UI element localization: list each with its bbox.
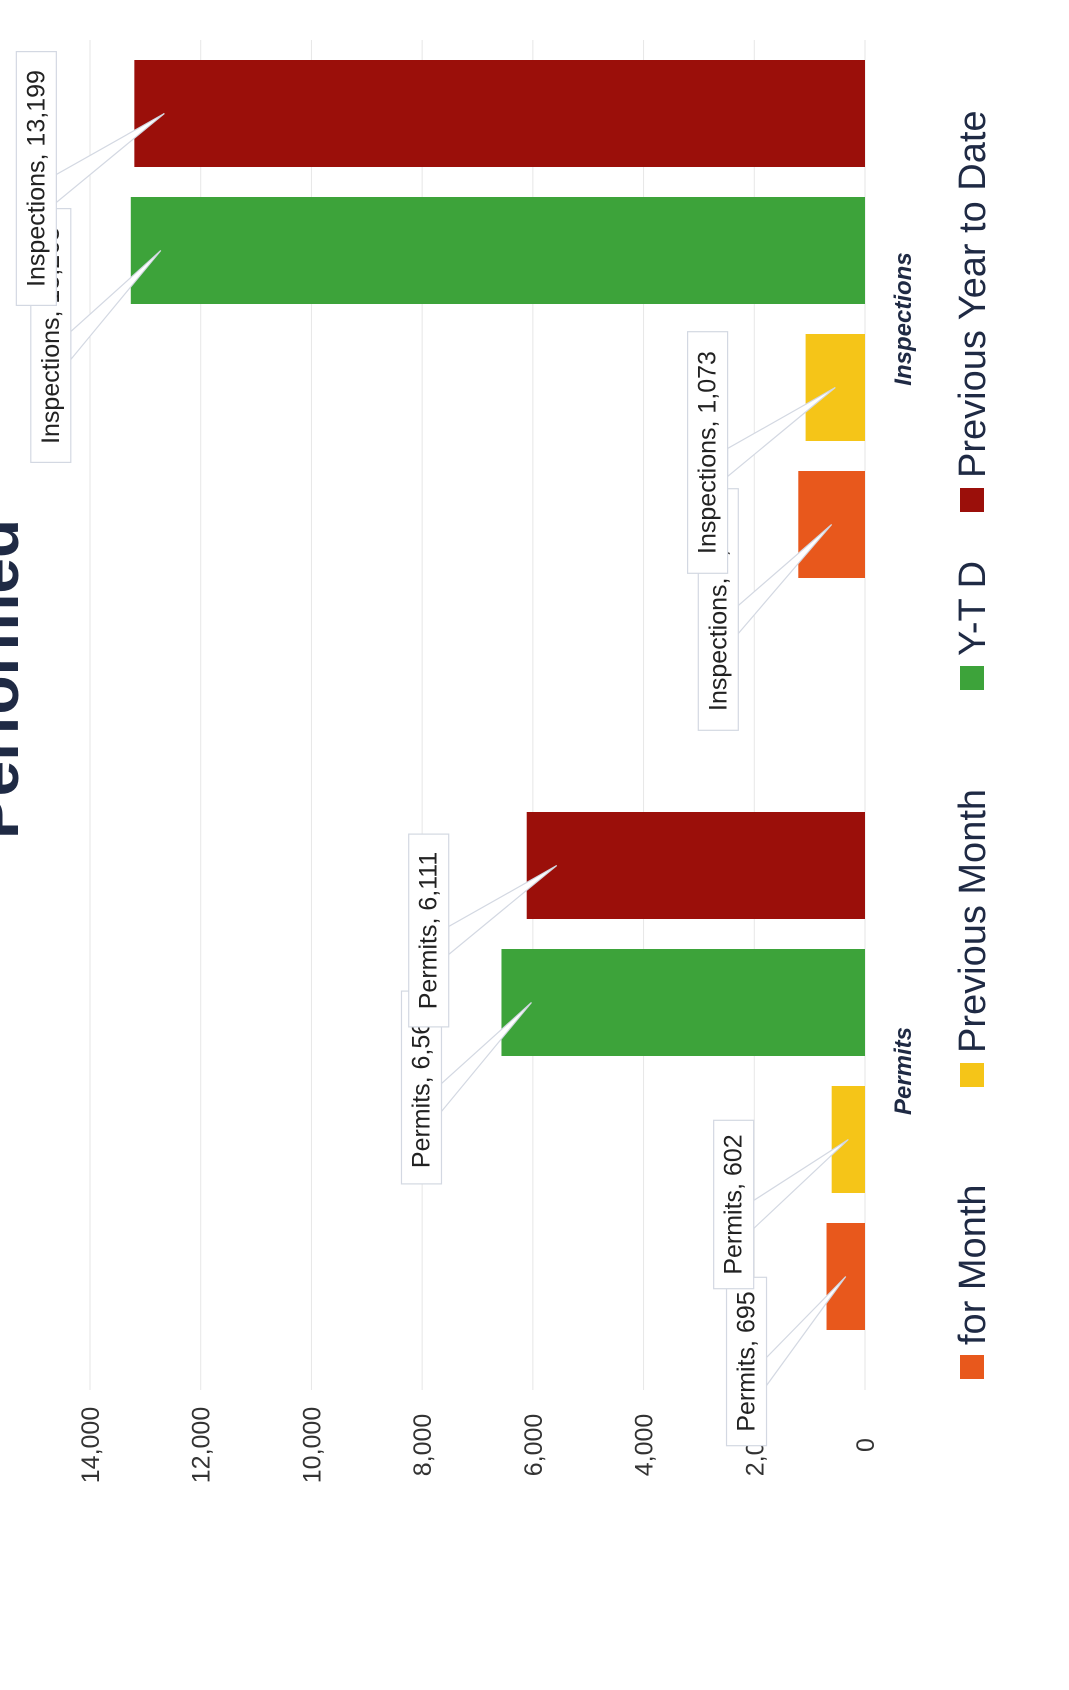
svg-text:Inspections, 1,073: Inspections, 1,073 (694, 351, 722, 554)
bar-previous-year-to-date-inspections (134, 60, 865, 167)
legend: for Month Previous Month Y-T D Previous Yea… (952, 110, 994, 1379)
data-label-callout: Permits, 602 (713, 1119, 849, 1290)
svg-text:Permits, 695: Permits, 695 (733, 1291, 761, 1431)
legend-item: Previous Month (952, 789, 994, 1087)
svg-text:Permits, 6,111: Permits, 6,111 (415, 852, 443, 1009)
svg-text:Y-T D: Y-T D (952, 561, 994, 656)
data-label-callout: Permits, 695 (725, 1276, 847, 1447)
legend-item: for Month (952, 1184, 994, 1379)
data-label-callout: Inspections, 1,073 (687, 331, 836, 574)
svg-text:for Month: for Month (952, 1184, 994, 1345)
data-label-callout: Permits, 6,111 (408, 833, 558, 1028)
value-tick-label: 10,000 (298, 1407, 326, 1483)
value-tick-label: 4,000 (631, 1414, 659, 1477)
bar-y-t-d-inspections (130, 197, 865, 304)
svg-text:Permits, 6,567: Permits, 6,567 (407, 1007, 435, 1168)
value-tick-label: 6,000 (520, 1414, 548, 1477)
data-label-callout: Permits, 6,567 (400, 990, 532, 1185)
category-label-inspections: Inspections (890, 252, 917, 385)
bar-y-t-d-permits (501, 949, 865, 1056)
value-tick-label: 12,000 (188, 1407, 216, 1483)
svg-text:Permits, 602: Permits, 602 (720, 1134, 748, 1274)
data-label-callout: Inspections, 13,199 (15, 51, 165, 307)
legend-item: Previous Year to Date (952, 110, 994, 512)
svg-text:Inspections, 13,199: Inspections, 13,199 (22, 70, 50, 287)
category-axis: Permits Inspections (890, 252, 917, 1115)
category-label-permits: Permits (890, 1027, 917, 1115)
bar-previous-year-to-date-permits (526, 812, 866, 919)
value-tick-label: 14,000 (77, 1407, 105, 1483)
legend-item: Y-T D (952, 561, 994, 690)
value-tick-label: 8,000 (409, 1414, 437, 1477)
chart-title: Performed (0, 519, 32, 839)
value-tick-label: 0 (852, 1438, 880, 1452)
svg-text:Previous Month: Previous Month (952, 789, 994, 1053)
svg-text:Previous Year to Date: Previous Year to Date (952, 110, 994, 478)
bars (130, 60, 866, 1330)
